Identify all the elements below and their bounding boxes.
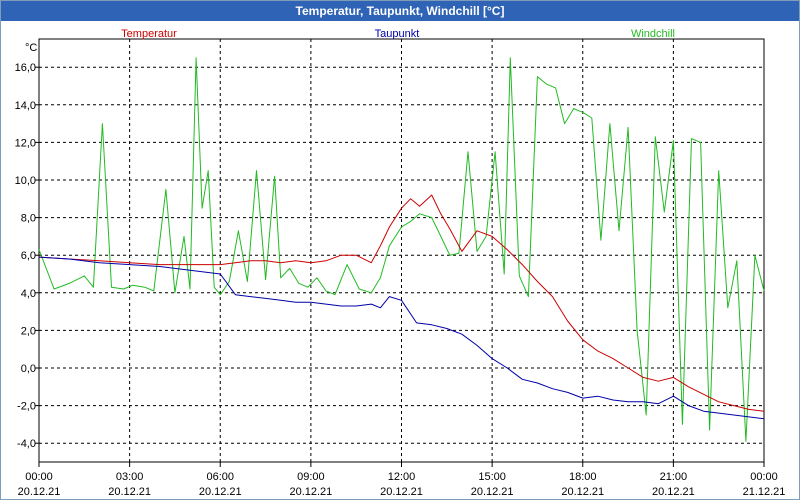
y-tick-label: 8,0 [21, 213, 36, 225]
series-layer [38, 57, 765, 442]
x-tick-date: 20.12.21 [289, 486, 332, 498]
x-tick-time: 00:00 [25, 471, 53, 483]
x-tick-time: 03:00 [116, 471, 144, 483]
y-tick-label: 6,0 [21, 250, 36, 262]
x-tick-date: 20.12.21 [108, 486, 151, 498]
y-tick-label: 14,0 [15, 100, 36, 112]
y-tick-label: 2,0 [21, 325, 36, 337]
series-line-taupunkt [38, 256, 765, 420]
legend-temperatur: Temperatur [121, 28, 177, 40]
series-line-temperatur [38, 194, 765, 412]
legend-taupunkt: Taupunkt [375, 28, 420, 40]
x-tick-date: 20.12.21 [471, 486, 514, 498]
y-tick-label: -2,0 [17, 401, 36, 413]
y-tick-label: 4,0 [21, 288, 36, 300]
window-title: Temperatur, Taupunkt, Windchill [°C] [1, 1, 799, 21]
y-tick-label: 16,0 [15, 62, 36, 74]
x-tick-date: 20.12.21 [18, 486, 61, 498]
y-tick-label: 0,0 [21, 363, 36, 375]
x-tick-time: 18:00 [569, 471, 597, 483]
series-line-windchill [38, 57, 765, 442]
legend-windchill: Windchill [631, 28, 675, 40]
x-tick-date: 20.12.21 [652, 486, 695, 498]
chart-canvas: -4,0-2,00,02,04,06,08,010,012,014,016,0 … [15, 28, 786, 498]
x-tick-date: 20.12.21 [561, 486, 604, 498]
x-grid [129, 39, 674, 462]
y-tick-label: 10,0 [15, 175, 36, 187]
x-tick-date: 20.12.21 [199, 486, 242, 498]
x-tick-time: 06:00 [206, 471, 234, 483]
x-tick-time: 12:00 [388, 471, 416, 483]
x-tick-time: 09:00 [297, 471, 325, 483]
y-axis: -4,0 -2,0 0,0 2,0 4,0 6,0 8,0 10,0 12,0 14,0 16,0 [15, 62, 39, 450]
x-tick-date: 20.12.21 [380, 486, 423, 498]
y-tick-label: 12,0 [15, 137, 36, 149]
x-tick-time: 21:00 [660, 471, 688, 483]
x-tick-date: 21.12.21 [743, 486, 786, 498]
x-tick-time: 15:00 [478, 471, 506, 483]
x-tick-time: 00:00 [750, 471, 778, 483]
x-axis: 00:00 20.12.21 03:00 20.12.21 06:00 20.12.21 0… [18, 462, 786, 498]
y-tick-label: -4,0 [17, 438, 36, 450]
y-axis-label: °C [25, 42, 37, 54]
